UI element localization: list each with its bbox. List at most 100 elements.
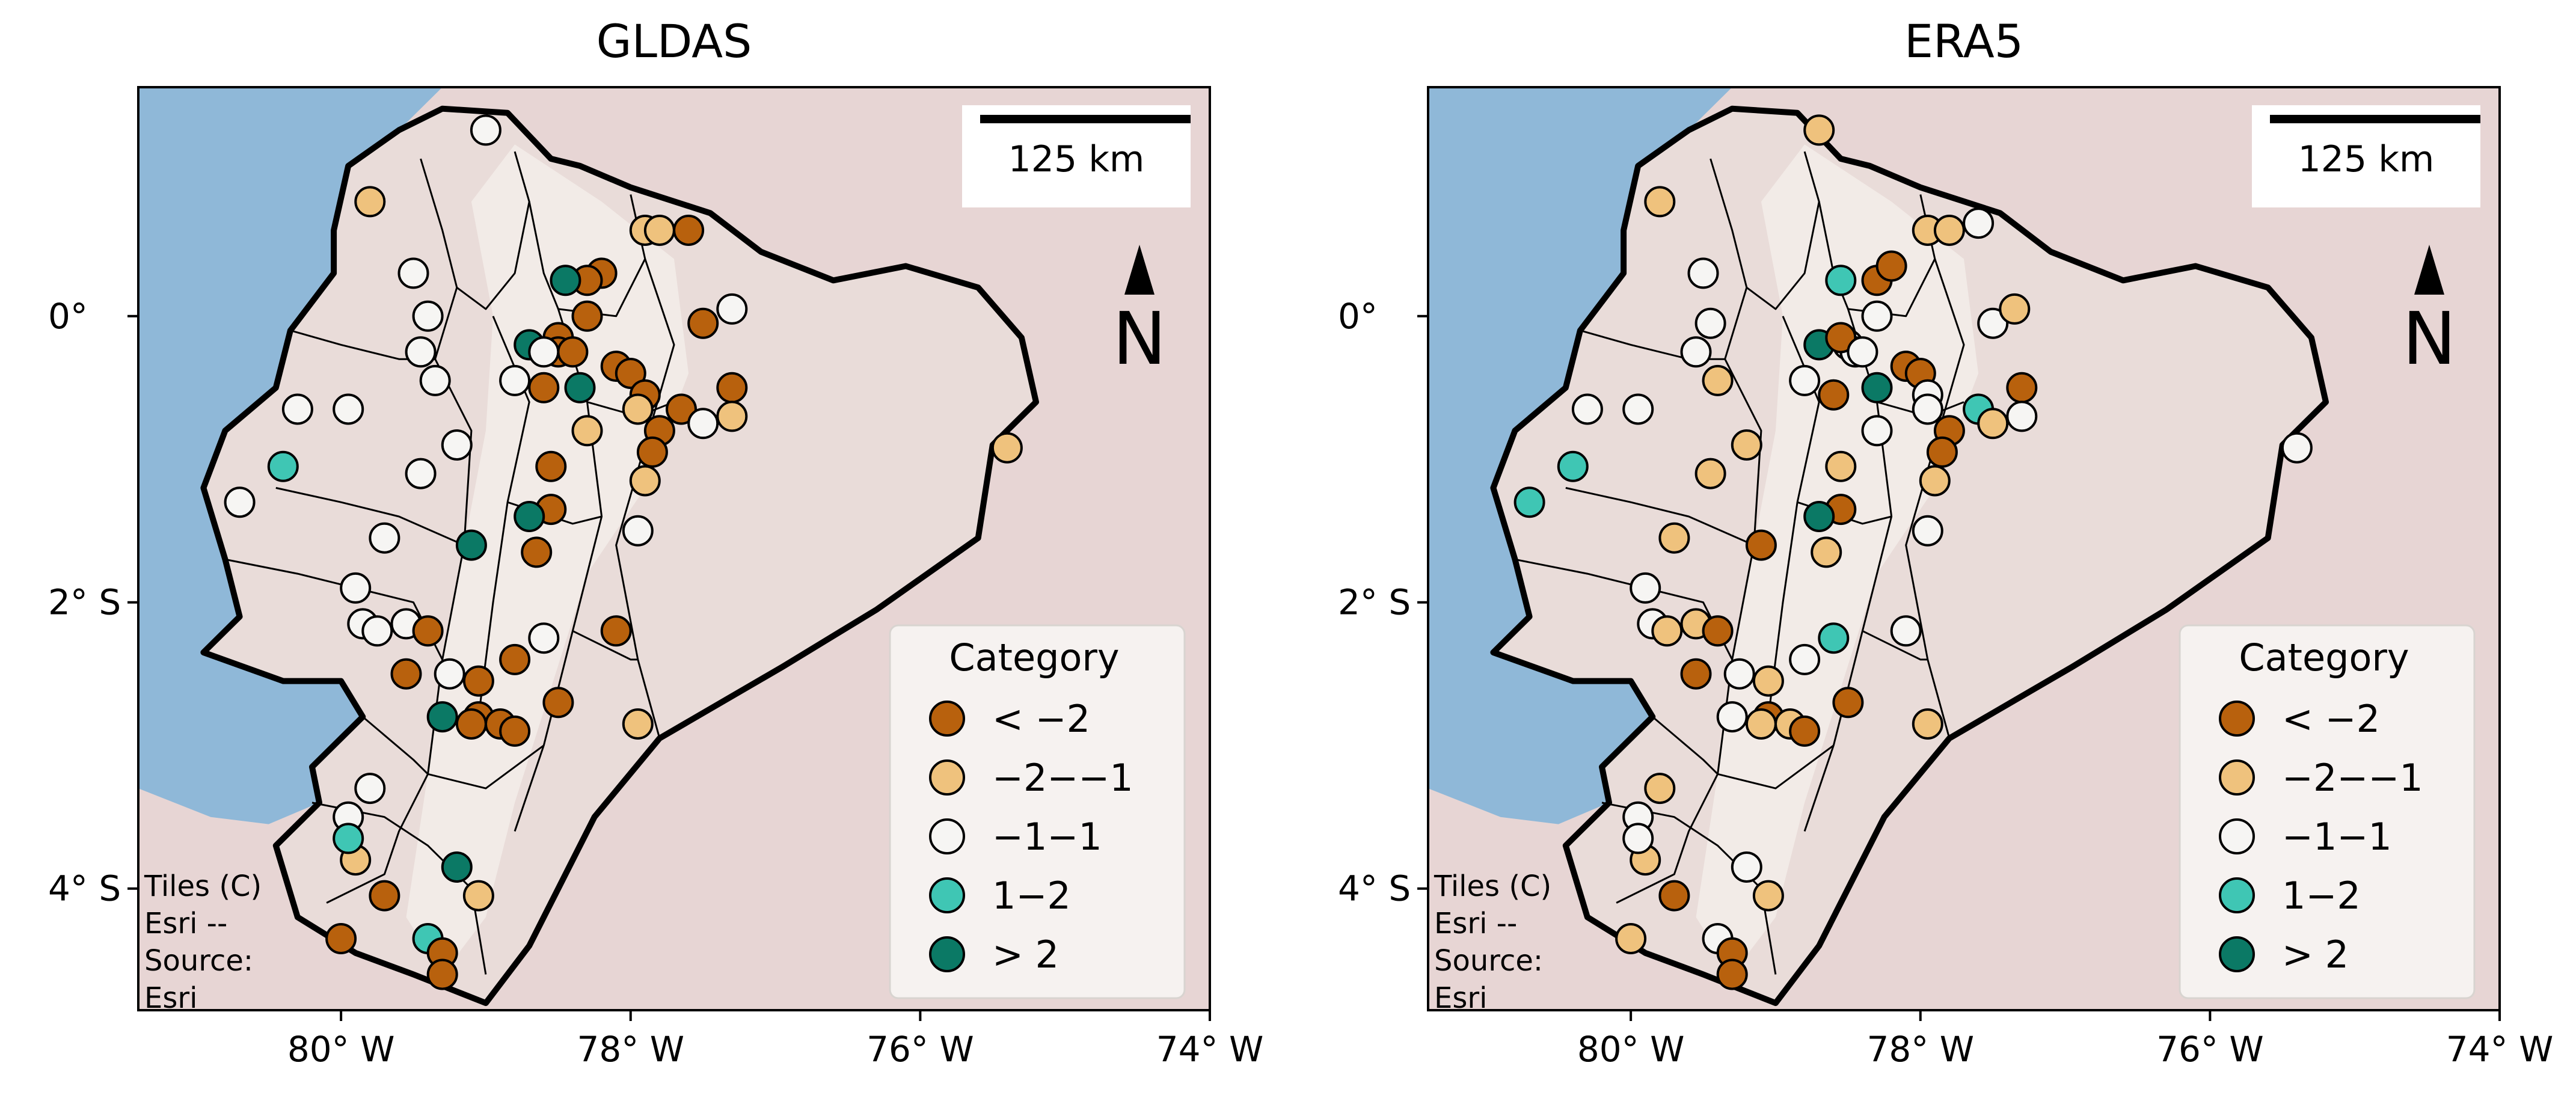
y-tick-label: 2° S bbox=[1338, 582, 1411, 623]
legend-marker bbox=[929, 759, 965, 796]
legend: Category < −2 −2−−1 −1−1 1−2 > 2 bbox=[889, 624, 1186, 999]
station-point bbox=[528, 336, 560, 368]
station-point bbox=[405, 458, 437, 489]
station-point bbox=[1789, 364, 1821, 396]
station-point bbox=[1651, 615, 1683, 647]
station-point bbox=[514, 501, 545, 532]
province-border bbox=[1565, 486, 1755, 546]
station-point bbox=[361, 615, 393, 647]
station-point bbox=[1644, 186, 1676, 218]
legend-label: −1−1 bbox=[992, 815, 1102, 859]
station-point bbox=[673, 215, 705, 246]
legend-label: > 2 bbox=[2282, 933, 2349, 977]
station-point bbox=[1694, 458, 1726, 489]
scale-bar-line bbox=[980, 115, 1191, 123]
station-point bbox=[325, 923, 357, 954]
station-point bbox=[397, 257, 429, 289]
station-point bbox=[354, 186, 386, 218]
legend-title: Category bbox=[2239, 636, 2409, 679]
legend-marker bbox=[929, 936, 965, 972]
legend-label: −2−−1 bbox=[992, 756, 1133, 800]
station-point bbox=[281, 393, 313, 425]
station-point bbox=[405, 336, 437, 368]
station-point bbox=[1571, 393, 1603, 425]
station-point bbox=[1861, 415, 1893, 447]
station-point bbox=[419, 364, 451, 396]
attribution-line: Esri bbox=[144, 981, 197, 1015]
station-point bbox=[1644, 773, 1676, 805]
province-border bbox=[275, 486, 465, 546]
station-point bbox=[1687, 257, 1719, 289]
attribution-line: Esri -- bbox=[144, 907, 227, 940]
station-point bbox=[1731, 851, 1762, 883]
station-point bbox=[1702, 364, 1734, 396]
station-point bbox=[340, 572, 372, 604]
north-arrow: N bbox=[2402, 245, 2456, 381]
legend-marker bbox=[929, 701, 965, 737]
map-frame bbox=[137, 86, 1211, 1011]
scale-bar-label: 125 km bbox=[2298, 138, 2435, 180]
map-basemap bbox=[1428, 87, 2500, 1010]
station-point bbox=[571, 415, 603, 447]
station-point bbox=[528, 372, 560, 403]
station-point bbox=[1811, 536, 1842, 568]
station-point bbox=[564, 372, 596, 403]
station-point bbox=[1702, 615, 1734, 647]
station-point bbox=[521, 536, 553, 568]
station-point bbox=[615, 358, 646, 389]
x-tick-label: 78° W bbox=[577, 1029, 684, 1070]
province-border bbox=[1710, 151, 1820, 310]
station-point bbox=[622, 515, 654, 547]
attribution-line: Esri -- bbox=[1434, 907, 1517, 940]
tile-attribution: Tiles (C) Esri -- Source:Esri bbox=[144, 869, 262, 1015]
legend-marker bbox=[929, 877, 965, 913]
station-point bbox=[1752, 665, 1784, 697]
station-point bbox=[535, 450, 567, 482]
station-point bbox=[1803, 114, 1835, 146]
station-point bbox=[369, 880, 400, 912]
y-tick-label: 0° bbox=[48, 296, 88, 337]
province-border bbox=[1905, 259, 1965, 739]
map-basemap bbox=[138, 87, 1210, 1010]
scale-bar-label: 125 km bbox=[1008, 138, 1145, 180]
station-point bbox=[687, 307, 719, 339]
station-point bbox=[1694, 307, 1726, 339]
north-label: N bbox=[1112, 298, 1167, 381]
station-point bbox=[441, 851, 473, 883]
north-arrow: N bbox=[1112, 245, 1167, 381]
y-tick-label: 2° S bbox=[48, 582, 121, 623]
station-point bbox=[1745, 529, 1777, 561]
station-point bbox=[1803, 501, 1835, 532]
station-point bbox=[666, 393, 697, 425]
x-tick-label: 78° W bbox=[1866, 1029, 1974, 1070]
station-point bbox=[462, 665, 494, 697]
station-point bbox=[622, 708, 654, 740]
province-border bbox=[1616, 773, 1719, 904]
map-frame bbox=[1427, 86, 2501, 1011]
province-border bbox=[1862, 630, 1928, 661]
station-point bbox=[462, 880, 494, 912]
station-point bbox=[1513, 486, 1545, 518]
station-point bbox=[1861, 372, 1893, 403]
station-point bbox=[542, 687, 574, 719]
station-point bbox=[390, 658, 422, 690]
station-point bbox=[571, 300, 603, 332]
legend-label: −2−−1 bbox=[2282, 756, 2423, 800]
station-point bbox=[1919, 465, 1951, 497]
station-point bbox=[1890, 615, 1922, 647]
attribution-line: Tiles (C) bbox=[1434, 869, 1551, 903]
station-point bbox=[600, 615, 632, 647]
station-point bbox=[1731, 429, 1762, 461]
station-point bbox=[1680, 658, 1712, 690]
station-point bbox=[455, 708, 487, 740]
station-point bbox=[1963, 207, 1995, 239]
panel-title: GLDAS bbox=[596, 14, 752, 68]
north-arrow-icon bbox=[2414, 245, 2444, 295]
attribution-line: Esri bbox=[1434, 981, 1487, 1015]
legend-label: < −2 bbox=[2282, 697, 2380, 741]
station-point bbox=[687, 408, 719, 440]
station-point bbox=[636, 436, 668, 468]
attribution-line: Tiles (C) bbox=[144, 869, 262, 903]
station-point bbox=[1622, 393, 1654, 425]
